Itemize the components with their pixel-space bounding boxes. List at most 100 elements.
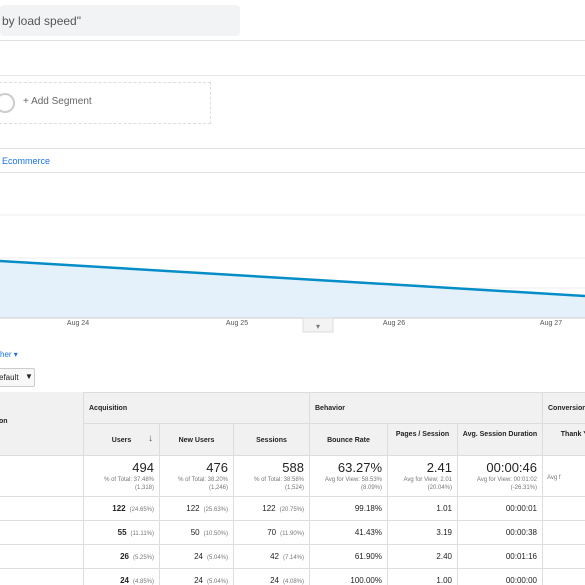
- data-cell: 00:00:01: [458, 497, 543, 521]
- column-label: Bounce Rate: [327, 437, 370, 444]
- segment-icon: [0, 93, 15, 113]
- total-value: 494: [132, 460, 154, 475]
- value-with-percent: 24 (5.04%): [194, 552, 228, 561]
- value-with-percent: 24 (4.85%): [120, 576, 154, 585]
- cell-value: 61.90%: [354, 552, 382, 561]
- value-with-percent: 122 (24.65%): [112, 504, 154, 513]
- data-cell: 100.00%: [310, 569, 388, 585]
- divider: [0, 75, 585, 76]
- data-cell: 50 (10.50%): [160, 521, 234, 545]
- cell-value: 100.00%: [350, 576, 382, 585]
- data-cell: 122 (20.75%): [234, 497, 310, 521]
- cell-percent: (11.11%): [130, 531, 154, 537]
- total-value: 2.41: [426, 460, 452, 475]
- total-cell: Avg f: [543, 456, 585, 497]
- dimension-cell[interactable]: [0, 545, 84, 569]
- data-cell: 122 (24.65%): [84, 497, 160, 521]
- total-base: (-26.31%): [510, 485, 537, 491]
- cell-value: 122: [112, 504, 126, 513]
- group-label: Acquisition: [89, 405, 128, 412]
- cell-value: 24: [194, 552, 203, 561]
- divider: [0, 148, 585, 149]
- value-with-percent: 24 (5.04%): [194, 576, 228, 585]
- dimension-label: on: [0, 418, 8, 425]
- collapse-tab[interactable]: [302, 317, 334, 333]
- cell-percent: (25.63%): [203, 507, 228, 513]
- column-header[interactable]: Avg. Session Duration: [458, 424, 543, 456]
- column-header[interactable]: Thank You 2 Conv: [543, 424, 585, 456]
- data-cell: [543, 545, 585, 569]
- column-header[interactable]: Pages / Session: [388, 424, 458, 456]
- total-value: 588: [282, 460, 304, 475]
- search-box[interactable]: by load speed": [0, 5, 240, 36]
- cell-value: 24: [270, 576, 279, 585]
- data-cell: [543, 521, 585, 545]
- x-axis-label: Aug 26: [382, 320, 406, 327]
- cell-percent: (10.50%): [203, 531, 228, 537]
- cell-value: 1.01: [436, 504, 452, 513]
- data-cell: 41.43%: [310, 521, 388, 545]
- add-segment[interactable]: + Add Segment: [23, 96, 92, 107]
- column-label: Sessions: [256, 437, 287, 444]
- group-label: Behavior: [315, 405, 345, 412]
- total-base: (1,318): [134, 485, 154, 491]
- group-header: Acquisition: [84, 392, 310, 424]
- data-cell: 24 (4.85%): [84, 569, 160, 585]
- cell-percent: (11.90%): [280, 531, 304, 537]
- x-axis-label: Aug 27: [539, 320, 563, 327]
- other-link[interactable]: her ▾: [0, 350, 18, 359]
- value-with-percent: 26 (5.25%): [120, 552, 154, 561]
- column-label: Users: [111, 437, 132, 444]
- dimension-cell[interactable]: [0, 569, 84, 585]
- cell-value: 122: [186, 504, 200, 513]
- total-note: % of Total: 37.48%: [104, 477, 154, 483]
- cell-value: 00:00:00: [505, 576, 537, 585]
- data-cell: 24 (5.04%): [160, 545, 234, 569]
- data-cell: 00:01:16: [458, 545, 543, 569]
- cell-value: 99.18%: [354, 504, 382, 513]
- total-cell: 63.27% Avg for View: 58.53% (8.09%): [310, 456, 388, 497]
- data-cell: 99.18%: [310, 497, 388, 521]
- area: [0, 261, 585, 318]
- group-header: Conversion: [543, 392, 585, 424]
- column-header[interactable]: Users ↓: [84, 424, 160, 456]
- dimension-header[interactable]: on: [0, 392, 84, 456]
- column-label: Thank You 2 Conv: [560, 431, 585, 438]
- value-with-percent: 42 (7.14%): [270, 552, 304, 561]
- cell-percent: (4.08%): [282, 579, 304, 585]
- total-base: (20.04%): [427, 485, 452, 491]
- column-label: Pages / Session: [395, 431, 450, 438]
- column-label: New Users: [178, 437, 215, 444]
- total-value: 00:00:46: [486, 460, 537, 475]
- total-cell: 2.41 Avg for View: 2.01 (20.04%): [388, 456, 458, 497]
- cell-value: 24: [120, 576, 129, 585]
- column-header[interactable]: Sessions: [234, 424, 310, 456]
- column-header[interactable]: Bounce Rate: [310, 424, 388, 456]
- segment-box[interactable]: + Add Segment: [0, 82, 211, 124]
- cell-percent: (24.65%): [129, 507, 154, 513]
- cell-percent: (20.75%): [279, 507, 304, 513]
- cell-value: 00:00:01: [505, 504, 537, 513]
- cell-value: 00:00:38: [505, 528, 537, 537]
- cell-value: 55: [117, 528, 127, 537]
- cell-value: 41.43%: [354, 528, 382, 537]
- dimension-cell[interactable]: [0, 497, 84, 521]
- column-header[interactable]: New Users: [160, 424, 234, 456]
- divider: [0, 40, 585, 41]
- other-text: her: [0, 350, 12, 359]
- cell-percent: (5.04%): [206, 579, 228, 585]
- ecommerce-tab[interactable]: Ecommerce: [2, 156, 51, 166]
- dropdown-arrow: ▼: [25, 372, 33, 381]
- data-cell: 24 (5.04%): [160, 569, 234, 585]
- dimension-cell[interactable]: [0, 521, 84, 545]
- value-with-percent: 50 (10.50%): [191, 528, 228, 537]
- data-cell: 3.19: [388, 521, 458, 545]
- total-base: (1,524): [284, 485, 304, 491]
- dropdown[interactable]: efault ▼: [0, 368, 35, 387]
- data-cell: [543, 497, 585, 521]
- value-with-percent: 122 (25.63%): [186, 504, 228, 513]
- value-with-percent: 24 (4.08%): [270, 576, 304, 585]
- cell-value: 122: [262, 504, 276, 513]
- data-cell: 61.90%: [310, 545, 388, 569]
